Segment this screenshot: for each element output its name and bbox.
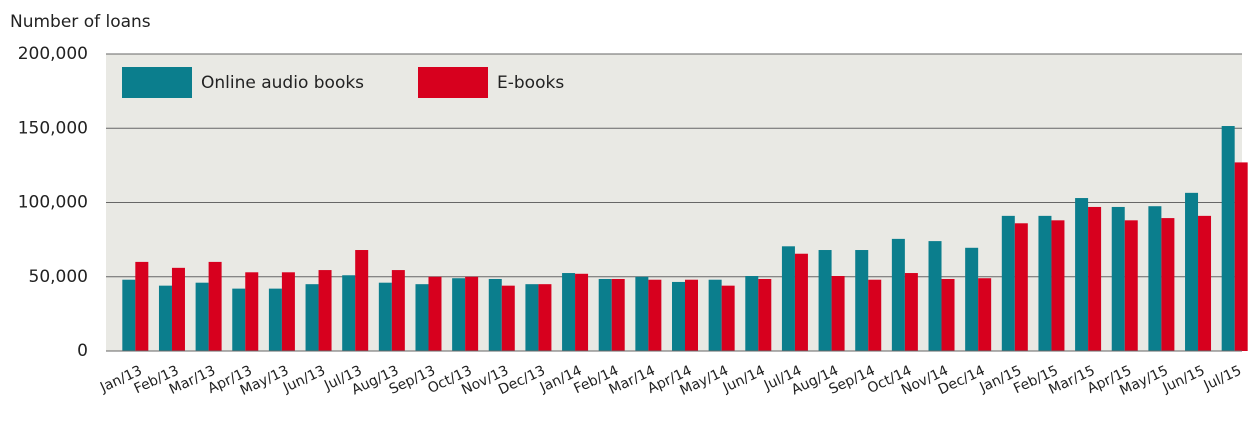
- bar: [575, 273, 589, 351]
- bar: [1124, 220, 1138, 351]
- bar: [672, 281, 685, 351]
- legend-swatch: [418, 67, 488, 98]
- bar: [635, 276, 649, 351]
- bar: [708, 279, 722, 351]
- bar: [855, 250, 869, 351]
- bar: [195, 282, 209, 351]
- bar: [1234, 162, 1248, 351]
- bar: [794, 253, 808, 351]
- y-tick-label: 100,000: [18, 193, 88, 213]
- bar: [831, 276, 845, 351]
- bar: [355, 250, 369, 351]
- bar: [232, 288, 246, 351]
- legend-swatch: [122, 67, 192, 98]
- bar: [452, 278, 466, 351]
- bar: [1198, 215, 1212, 351]
- legend-label: Online audio books: [201, 73, 364, 93]
- bar: [781, 246, 795, 351]
- bar: [1001, 215, 1015, 351]
- bar: [685, 279, 698, 351]
- bar: [488, 278, 502, 351]
- bar: [818, 250, 832, 351]
- bar: [1111, 206, 1125, 351]
- x-tick-label: Jul/15: [1201, 363, 1244, 395]
- bar: [758, 278, 772, 351]
- y-axis-label: Number of loans: [10, 12, 151, 32]
- x-tick-label: Jun/14: [720, 363, 768, 397]
- bar: [1161, 218, 1175, 351]
- bar: [562, 273, 576, 351]
- bar: [342, 275, 356, 351]
- bar: [1014, 223, 1028, 351]
- bar: [928, 241, 942, 351]
- bar: [1075, 198, 1089, 351]
- bar: [428, 276, 442, 351]
- y-tick-label: 50,000: [29, 267, 88, 287]
- bar: [941, 278, 955, 351]
- bar: [745, 276, 759, 351]
- bar: [1221, 126, 1235, 352]
- y-tick-label: 0: [77, 341, 88, 361]
- bar: [598, 278, 612, 351]
- bar: [378, 282, 392, 351]
- bar: [611, 278, 625, 351]
- legend-label: E-books: [497, 73, 564, 93]
- bar: [904, 273, 918, 351]
- bar: [648, 279, 662, 351]
- x-tick-label: Jun/13: [280, 363, 328, 397]
- bar: [268, 288, 282, 351]
- bar: [501, 285, 515, 351]
- bar: [538, 284, 552, 351]
- bar: [122, 279, 136, 351]
- bar: [1088, 206, 1102, 351]
- bar: [1051, 220, 1065, 351]
- bar: [868, 279, 882, 351]
- bar: [391, 270, 405, 351]
- bar: [525, 284, 539, 351]
- bar: [1185, 192, 1199, 351]
- bar: [415, 284, 429, 351]
- bar: [245, 272, 259, 351]
- bar: [721, 285, 735, 351]
- bar: [318, 270, 332, 351]
- bar: [135, 261, 149, 351]
- bar: [978, 278, 992, 351]
- bar: [891, 238, 905, 351]
- bar: [465, 276, 479, 351]
- bar: [281, 272, 295, 351]
- y-tick-label: 200,000: [18, 44, 88, 64]
- bar: [158, 285, 172, 351]
- bar: [1148, 206, 1162, 351]
- y-tick-label: 150,000: [18, 118, 88, 138]
- x-tick-label: Jun/15: [1159, 363, 1207, 397]
- bar: [208, 261, 222, 351]
- bar: [1038, 215, 1052, 351]
- bar: [965, 247, 979, 351]
- bar: [305, 284, 319, 351]
- bar: [171, 267, 185, 351]
